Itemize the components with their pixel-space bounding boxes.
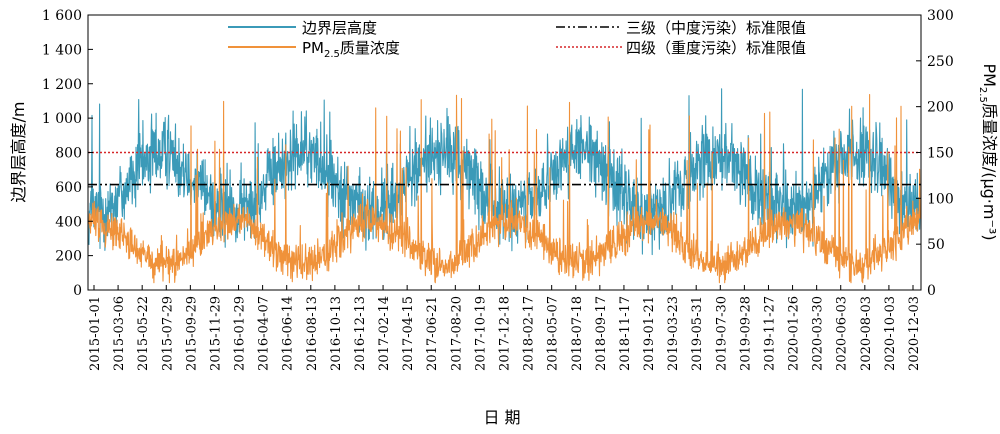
left-tick-label: 200	[55, 249, 82, 265]
x-tick-label: 2019-11-27	[762, 296, 777, 371]
x-tick-label: 2016-06-14	[281, 296, 296, 371]
x-tick-label: 2016-12-13	[353, 296, 368, 371]
right-tick-label: 0	[927, 283, 936, 299]
x-tick-label: 2018-05-07	[546, 296, 561, 371]
right-tick-label: 100	[927, 191, 954, 207]
left-tick-label: 0	[73, 283, 82, 299]
x-tick-label: 2016-08-13	[305, 296, 320, 371]
x-tick-label: 2018-07-18	[570, 296, 585, 371]
x-axis-title: 日 期	[483, 408, 520, 427]
x-tick-label: 2019-09-28	[738, 296, 753, 371]
x-tick-label: 2020-12-03	[907, 296, 922, 371]
reference-lines	[88, 151, 921, 186]
series-layer	[88, 88, 921, 284]
x-tick-label: 2018-02-17	[522, 296, 537, 371]
x-tick-label: 2019-07-30	[714, 296, 729, 371]
x-tick-label: 2016-10-13	[329, 296, 344, 371]
right-tick-label: 200	[927, 100, 954, 116]
y-axis-left-title: 边界层高度/m	[9, 102, 28, 203]
x-tick-label: 2020-01-26	[787, 296, 802, 371]
legend-label-pm25: PM2.5质量浓度	[302, 39, 400, 60]
left-tick-label: 1 600	[42, 8, 82, 24]
right-tick-label: 50	[927, 237, 945, 253]
x-tick-label: 2015-05-22	[136, 296, 151, 371]
x-tick-label: 2017-10-19	[473, 296, 488, 371]
x-tick-label: 2017-04-15	[401, 296, 416, 371]
x-tick-label: 2019-01-21	[642, 296, 657, 371]
x-tick-label: 2015-03-06	[112, 296, 127, 371]
legend-label-level4: 四级（重度污染）标准限值	[626, 39, 806, 57]
x-tick-label: 2020-10-03	[883, 296, 898, 371]
x-tick-label: 2020-06-03	[835, 296, 850, 371]
left-tick-label: 400	[55, 214, 82, 230]
x-tick-label: 2019-03-23	[666, 296, 681, 371]
left-tick-label: 800	[55, 146, 82, 162]
x-tick-label: 2015-11-29	[208, 296, 223, 371]
x-tick-label: 2015-01-01	[88, 296, 103, 371]
left-tick-label: 1 000	[42, 111, 82, 127]
x-tick-label: 2016-01-29	[233, 296, 248, 371]
legend: 边界层高度 PM2.5质量浓度 三级（中度污染）标准限值 四级（重度污染）标准限…	[228, 19, 806, 60]
x-tick-label: 2017-08-20	[449, 296, 464, 371]
x-tick-label: 2020-08-03	[859, 296, 874, 371]
right-axis: 0 50 100 150 200 250 300	[916, 8, 954, 299]
left-tick-label: 1 400	[42, 42, 82, 58]
right-tick-label: 150	[927, 146, 954, 162]
y-axis-right-title: PM2.5质量浓度/(μg·m⁻³)	[977, 63, 999, 240]
x-tick-label: 2017-12-18	[498, 296, 513, 371]
x-tick-label: 2020-03-30	[811, 296, 826, 371]
x-tick-label: 2017-06-21	[425, 296, 440, 371]
x-axis: 2015-01-01 2015-03-06 2015-05-22 2015-07-29…	[88, 285, 922, 371]
x-tick-label: 2016-04-07	[257, 296, 272, 371]
right-tick-label: 250	[927, 54, 954, 70]
left-tick-label: 1 200	[42, 77, 82, 93]
left-axis: 0 200 400 600 800 1 000 1 200 1 400 1 600	[42, 8, 93, 299]
x-tick-label: 2018-11-17	[618, 296, 633, 371]
x-tick-label: 2015-09-29	[184, 296, 199, 371]
x-tick-label: 2018-09-17	[594, 296, 609, 371]
legend-label-blh: 边界层高度	[302, 19, 377, 37]
x-tick-label: 2015-07-29	[160, 296, 175, 371]
x-tick-label: 2019-05-31	[690, 296, 705, 371]
series-line-pm25	[88, 93, 921, 284]
right-tick-label: 300	[927, 8, 954, 24]
x-tick-label: 2017-02-14	[377, 296, 392, 371]
legend-label-level3: 三级（中度污染）标准限值	[626, 19, 806, 37]
left-tick-label: 600	[55, 180, 82, 196]
